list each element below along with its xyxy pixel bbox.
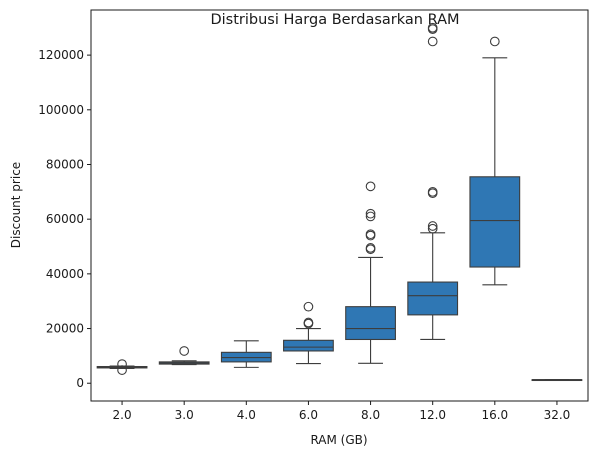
y-tick-label: 20000 — [46, 322, 84, 336]
y-tick-label: 80000 — [46, 157, 84, 171]
outlier-point — [117, 365, 127, 375]
outlier-point — [427, 221, 438, 231]
outlier-point — [365, 181, 376, 192]
x-tick-label: 32.0 — [544, 408, 571, 422]
box-group — [158, 346, 210, 366]
box-group — [407, 22, 459, 341]
box-group — [345, 181, 396, 364]
iqr-box — [469, 176, 521, 268]
x-tick-label: 6.0 — [299, 408, 318, 422]
box-group — [531, 379, 583, 382]
x-tick-label: 8.0 — [361, 408, 380, 422]
x-tick-label: 3.0 — [175, 408, 194, 422]
iqr-box — [283, 339, 334, 352]
x-tick-label: 2.0 — [113, 408, 132, 422]
outlier-point — [303, 317, 314, 328]
iqr-box — [407, 281, 459, 316]
x-axis-label: RAM (GB) — [310, 433, 367, 447]
box-group — [220, 340, 272, 368]
plot-frame — [90, 9, 589, 402]
box-group — [96, 359, 148, 375]
box-group — [469, 36, 521, 286]
outlier-point — [427, 223, 438, 234]
x-tick-label: 12.0 — [419, 408, 446, 422]
iqr-box — [345, 306, 396, 341]
outlier-point — [427, 22, 438, 33]
outlier-point — [489, 36, 500, 47]
y-tick-label: 0 — [76, 376, 84, 390]
x-tick-label: 16.0 — [481, 408, 508, 422]
outlier-point — [365, 211, 376, 222]
outlier-point — [365, 229, 376, 240]
outlier-point — [365, 208, 376, 219]
y-axis-label: Discount price — [9, 162, 23, 248]
y-axis-ticks: 0 20000 40000 60000 80000 100000 120000 — [38, 48, 91, 390]
x-axis-ticks: 2.0 3.0 4.0 6.0 8.0 12.0 16.0 32.0 — [113, 401, 571, 422]
x-tick-label: 4.0 — [237, 408, 256, 422]
chart-title: Distribusi Harga Berdasarkan RAM — [210, 12, 459, 28]
outlier-point — [179, 346, 190, 356]
y-tick-label: 120000 — [38, 48, 84, 62]
y-tick-label: 100000 — [38, 103, 84, 117]
y-tick-label: 60000 — [46, 212, 84, 226]
outlier-point — [427, 186, 438, 197]
box-series — [96, 22, 583, 382]
outlier-point — [117, 359, 127, 369]
box-group — [283, 301, 334, 365]
outlier-point — [427, 36, 438, 47]
y-tick-label: 40000 — [46, 267, 84, 281]
outlier-point — [365, 243, 376, 253]
outlier-point — [303, 301, 314, 312]
